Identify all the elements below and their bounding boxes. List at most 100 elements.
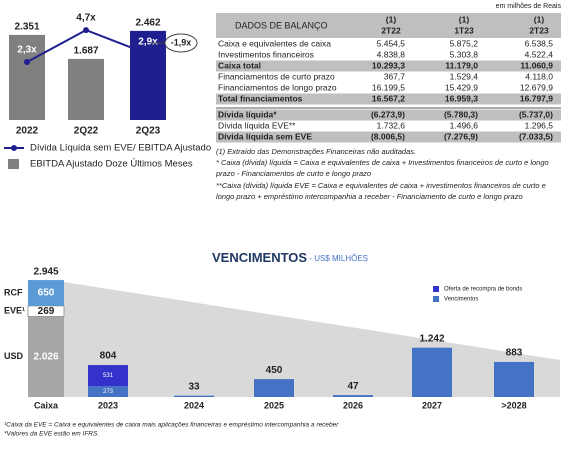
table-cell: Caixa total: [218, 60, 261, 70]
legend-swatch: [433, 296, 439, 302]
table-cell: (7.033,5): [519, 131, 553, 141]
table-cell: 16.959,3: [445, 93, 478, 103]
table-cell: 11.060,9: [520, 60, 553, 70]
x-tick-label: 2022: [16, 126, 39, 137]
table-cell: (8.006,5): [371, 131, 405, 141]
table-note: **Caixa (dívida) líquida EVE = Caixa e e…: [216, 181, 546, 201]
bar: [130, 30, 166, 120]
table-cell: 4.838,8: [377, 49, 406, 59]
total-label: 450: [266, 365, 283, 376]
legend-label: Vencimentos: [444, 297, 478, 303]
total-label: 47: [347, 381, 359, 392]
table-cell: 1.529,4: [450, 71, 479, 81]
table-cell: 11.179,0: [445, 60, 478, 70]
bar-label: 2.462: [135, 18, 160, 29]
line-point: [145, 51, 151, 58]
table-cell: Investimentos financeiros: [218, 49, 314, 59]
x-tick-label: 2Q22: [74, 126, 99, 137]
table-header-note: (1): [386, 14, 397, 24]
table-row-bg: [216, 131, 561, 143]
x-tick-label: 2025: [264, 400, 284, 410]
table-header: 2T23: [529, 25, 549, 35]
table-cell: (5.780,3): [444, 109, 478, 119]
table-cell: 12.679,9: [520, 82, 553, 92]
table-row-bg: [216, 109, 561, 121]
table-note: * Caixa (dívida) líquida = Caixa e equiv…: [216, 158, 549, 178]
table-cell: 1.296,5: [525, 120, 554, 130]
total-label: 1.242: [419, 333, 444, 344]
table-cell: 1.732,6: [377, 120, 406, 130]
table-header: 1T23: [454, 25, 474, 35]
cash-segment-label: 269: [38, 306, 55, 317]
table-cell: 6.538,5: [525, 38, 554, 48]
table-cell: (6.273,9): [371, 109, 405, 119]
footnote: *Valores da EVE estão em IFRS.: [4, 431, 99, 438]
x-tick-label: Caixa: [34, 400, 59, 410]
table-cell: 5.875,2: [450, 38, 479, 48]
table-cell: 10.293,3: [372, 60, 405, 70]
bar: [88, 386, 128, 397]
bar-label: 1.687: [73, 46, 98, 57]
cash-segment-label: 2.026: [33, 351, 58, 362]
table-cell: 5.454,5: [377, 38, 406, 48]
bar: [254, 379, 294, 397]
total-label: 804: [100, 351, 117, 362]
title: VENCIMENTOS: [212, 250, 307, 265]
line-point: [83, 27, 89, 34]
table-cell: 5.303,8: [450, 49, 479, 59]
bar: [333, 395, 373, 397]
footnote: ¹Caixa da EVE = Caixa e equivalentes de …: [4, 422, 339, 429]
table-cell: 367,7: [384, 71, 406, 81]
legend-label: Oferta de recompra de bonds: [444, 287, 522, 293]
table-header: DADOS DE BALANÇO: [235, 20, 328, 30]
table-cell: 15.429,9: [445, 82, 478, 92]
table-cell: Total financiamentos: [218, 93, 303, 103]
bar: [412, 347, 452, 397]
segment-label: 273: [103, 389, 114, 395]
annotation: -1,9x: [171, 37, 192, 47]
x-tick-label: 2023: [98, 400, 118, 410]
segment-label: 531: [103, 373, 114, 379]
bar-label: 2.351: [14, 22, 39, 33]
table-header-bg: [216, 13, 561, 38]
table-cell: Dívida líquida*: [218, 109, 277, 119]
total-label: 33: [188, 381, 200, 392]
table-cell: Financiamentos de curto prazo: [218, 71, 335, 81]
legend-label: Dívida Líquida sem EVE/ EBITDA Ajustado: [30, 143, 211, 154]
table-cell: (5.737,0): [519, 109, 553, 119]
x-tick-label: 2024: [184, 400, 204, 410]
line-point: [24, 59, 30, 66]
bar: [494, 361, 534, 397]
table-cell: 4.522,4: [525, 49, 554, 59]
legend-label: EBITDA Ajustado Doze Últimos Meses: [30, 159, 193, 170]
table-unit: em milhões de Reais: [496, 3, 562, 10]
table-cell: 1.496,6: [450, 120, 479, 130]
bar: [9, 34, 45, 120]
table-cell: Financiamentos de longo prazo: [218, 82, 337, 92]
table-cell: Dívida líquida sem EVE: [218, 131, 312, 141]
cash-total: 2.945: [33, 267, 58, 278]
legend-swatch: [433, 286, 439, 292]
bar: [68, 58, 104, 120]
chart-title: VENCIMENTOS - US$ MILHÕES: [212, 250, 368, 265]
line-label: 2,9x: [138, 37, 158, 48]
table-header-note: (1): [534, 14, 545, 24]
line-label: 4,7x: [76, 13, 96, 24]
table-header: 2T22: [381, 25, 401, 35]
backdrop: [64, 282, 560, 397]
table-row-bg: [216, 60, 561, 72]
x-tick-label: >2028: [501, 400, 526, 410]
cash-segment-label: 650: [38, 288, 55, 299]
table-note: (1) Extraído das Demonstrações Financeir…: [216, 147, 417, 156]
legend-dot: [11, 145, 17, 151]
bar: [174, 395, 214, 397]
table-cell: Caixa e equivalentes de caixa: [218, 38, 331, 48]
table-cell: 16.797,9: [520, 93, 553, 103]
legend-swatch: [8, 159, 19, 169]
cash-segment: [28, 316, 64, 397]
x-tick-label: 2026: [343, 400, 363, 410]
total-label: 883: [506, 348, 523, 359]
table-cell: 16.199,5: [372, 82, 405, 92]
